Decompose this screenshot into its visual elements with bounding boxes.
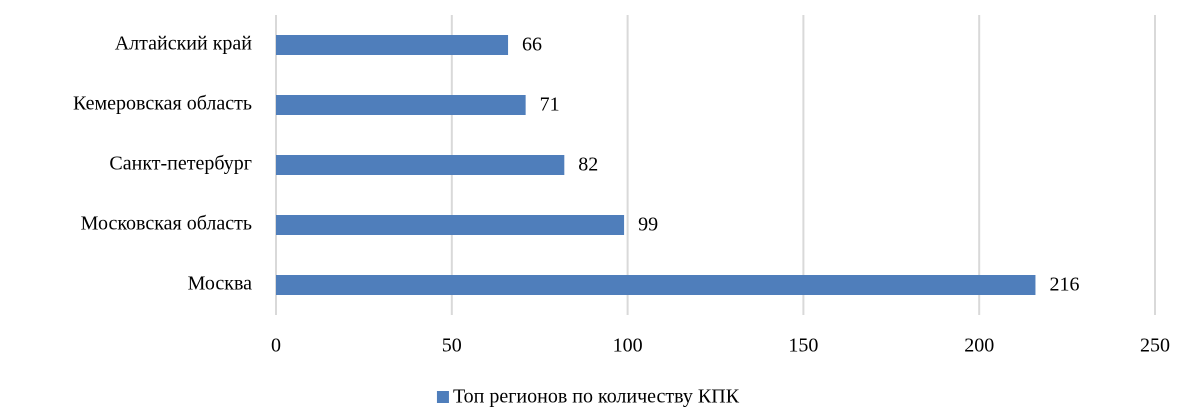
x-tick-label: 200 xyxy=(964,335,994,357)
y-tick-label: Алтайский край xyxy=(115,33,253,55)
legend-label: Топ регионов по количеству КПК xyxy=(453,386,740,408)
bar xyxy=(276,275,1036,295)
value-label: 99 xyxy=(638,214,658,236)
y-tick-label: Кемеровская область xyxy=(73,93,252,115)
value-label: 66 xyxy=(522,34,542,56)
bar xyxy=(276,215,625,235)
bar xyxy=(276,35,509,55)
x-tick-label: 0 xyxy=(271,335,281,357)
x-tick-label: 150 xyxy=(788,335,818,357)
y-tick-label: Санкт-петербург xyxy=(109,153,252,175)
value-label: 216 xyxy=(1049,274,1079,296)
x-tick-label: 250 xyxy=(1140,335,1170,357)
y-tick-label: Московская область xyxy=(81,213,252,235)
legend-swatch xyxy=(436,391,449,403)
y-tick-label: Москва xyxy=(188,273,253,295)
bar xyxy=(276,155,565,175)
x-tick-label: 50 xyxy=(442,335,462,357)
value-label: 71 xyxy=(540,94,560,116)
bar xyxy=(276,95,526,115)
value-label: 82 xyxy=(578,154,598,176)
x-tick-label: 100 xyxy=(613,335,643,357)
